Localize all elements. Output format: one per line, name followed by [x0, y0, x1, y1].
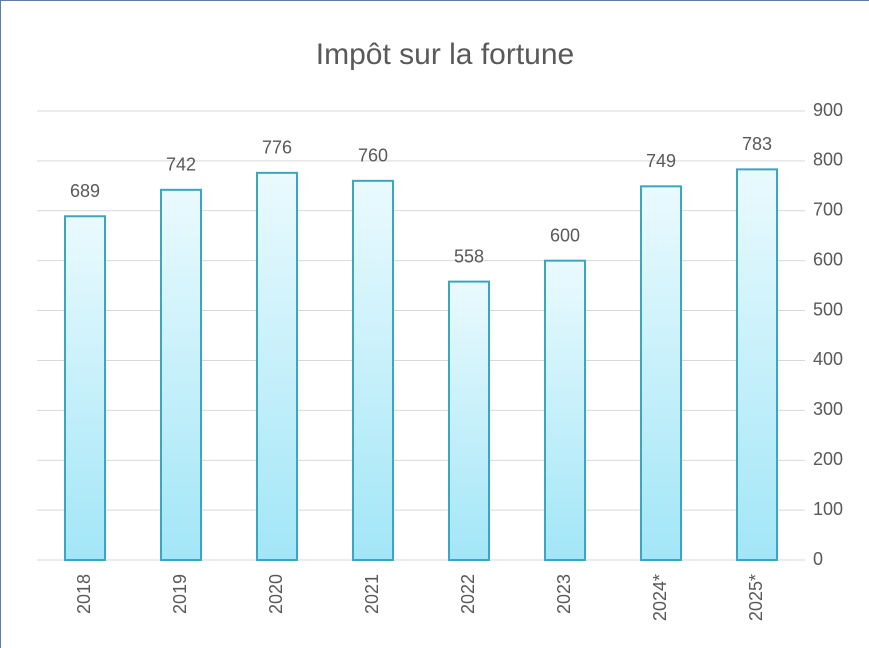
x-tick-label: 2023 — [554, 574, 574, 614]
y-tick-label: 600 — [813, 249, 843, 269]
bar — [544, 259, 586, 561]
bar — [64, 215, 106, 561]
data-label: 689 — [70, 181, 100, 201]
data-label: 558 — [454, 246, 484, 266]
y-tick-label: 400 — [813, 349, 843, 369]
data-label: 749 — [646, 151, 676, 171]
y-tick-label: 100 — [813, 499, 843, 519]
x-tick-label: 2020 — [266, 574, 286, 614]
y-tick-label: 0 — [813, 549, 823, 569]
y-tick-label: 500 — [813, 299, 843, 319]
y-tick-label: 700 — [813, 200, 843, 220]
y-tick-label: 200 — [813, 449, 843, 469]
x-tick-label: 2024* — [650, 574, 670, 621]
y-tick-label: 300 — [813, 399, 843, 419]
data-label: 783 — [742, 134, 772, 154]
data-label: 742 — [166, 155, 196, 175]
y-tick-label: 800 — [813, 150, 843, 170]
x-tick-label: 2018 — [74, 574, 94, 614]
bar — [640, 185, 682, 562]
x-tick-label: 2022 — [458, 574, 478, 614]
x-tick-label: 2025* — [746, 574, 766, 621]
data-label: 760 — [358, 146, 388, 166]
bar — [256, 171, 298, 562]
bar — [448, 280, 490, 561]
x-tick-label: 2021 — [362, 574, 382, 614]
chart-title: Impôt sur la fortune — [316, 38, 574, 71]
x-tick-label: 2019 — [170, 574, 190, 614]
bar — [352, 179, 394, 561]
bar — [160, 188, 202, 562]
data-label: 600 — [550, 225, 580, 245]
data-label: 776 — [262, 138, 292, 158]
y-tick-label: 900 — [813, 100, 843, 120]
bar — [736, 168, 778, 561]
